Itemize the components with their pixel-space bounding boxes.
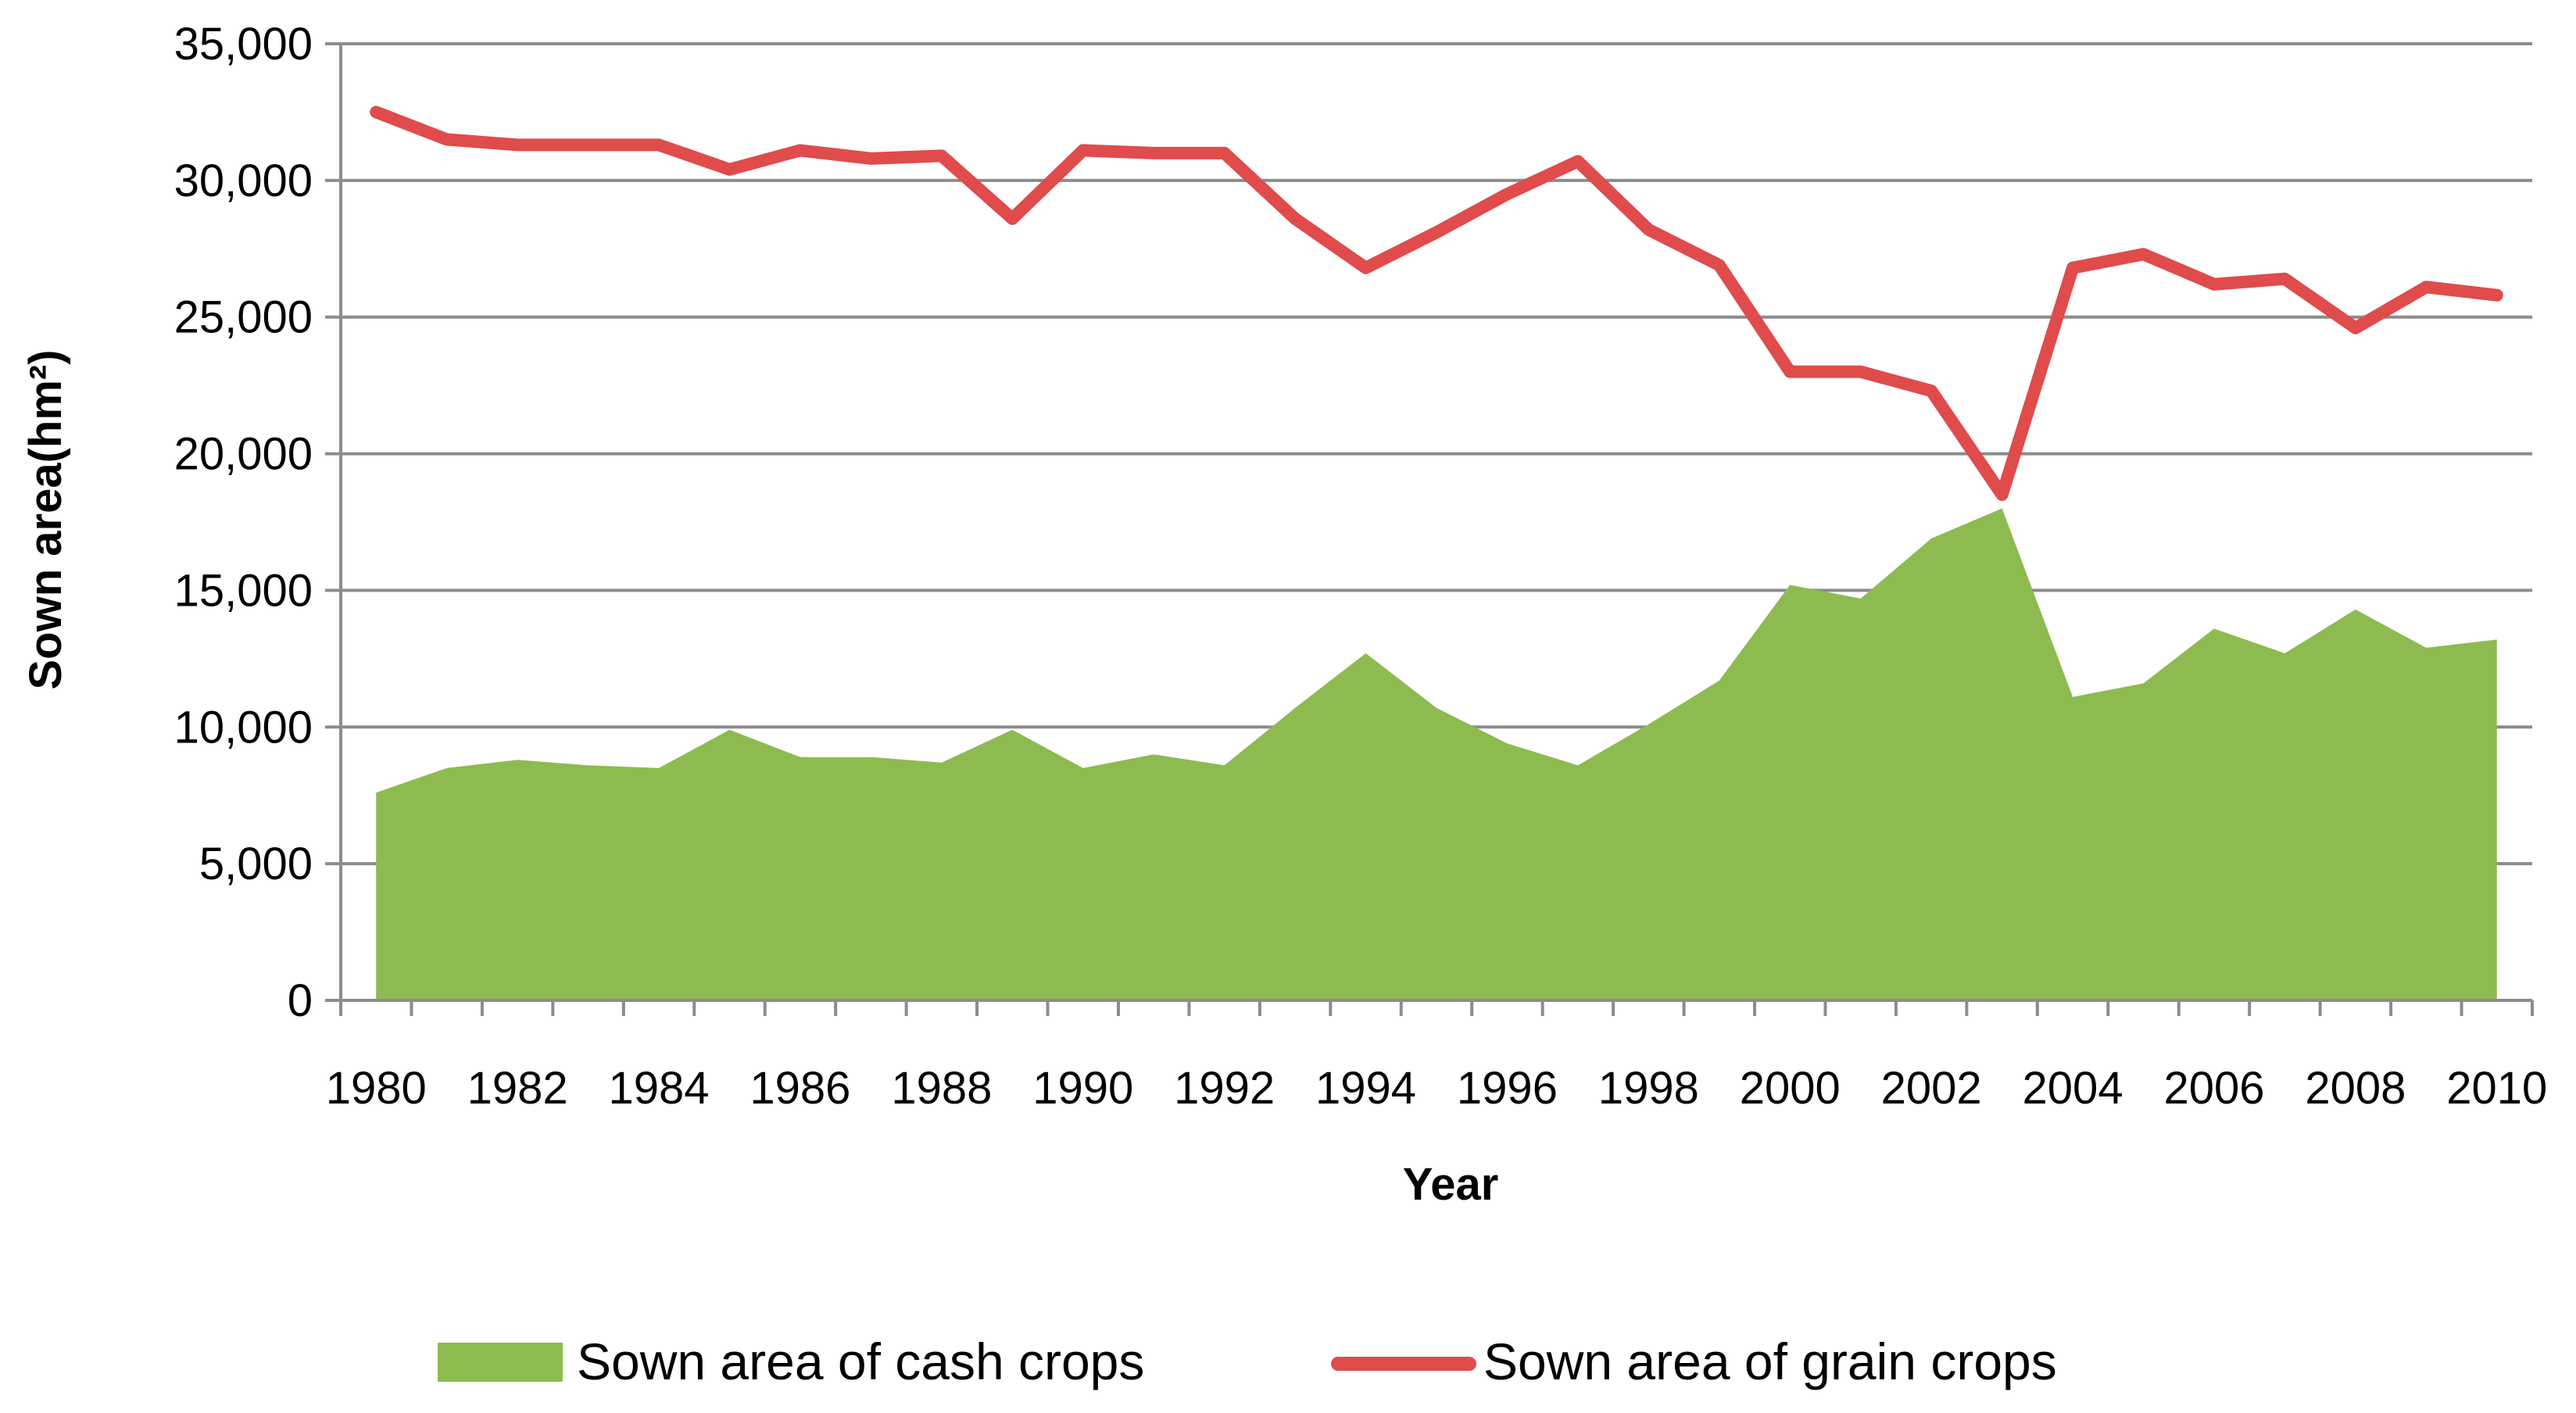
legend-label-grain-crops: Sown area of grain crops: [1483, 1333, 2057, 1390]
x-tick-label: 1986: [750, 1063, 850, 1114]
y-tick-label: 25,000: [174, 292, 313, 343]
x-tick-label: 2010: [2446, 1063, 2547, 1114]
legend-label-cash-crops: Sown area of cash crops: [577, 1333, 1144, 1390]
axes: [325, 42, 2534, 1016]
y-tick-label: 10,000: [174, 702, 313, 753]
grain-crops-line: [370, 106, 2503, 502]
x-tick-label: 1990: [1032, 1063, 1133, 1114]
cash-crops-area: [376, 508, 2497, 1000]
x-tick-label: 1988: [891, 1063, 992, 1114]
x-tick-label: 2002: [1881, 1063, 1982, 1114]
y-axis-title: Sown area(hm²): [20, 349, 71, 689]
y-tick-labels: 0 5,000 10,000 15,000 20,000 25,000 30,000 35,0…: [174, 19, 313, 1026]
cash-crops-area-layer: [376, 508, 2497, 1000]
y-tick-label: 15,000: [174, 565, 313, 616]
grain-crops-line-layer: [370, 106, 2503, 502]
x-tick-label: 2008: [2305, 1063, 2406, 1114]
gridlines: [341, 42, 2532, 866]
x-tick-label: 1980: [326, 1063, 427, 1114]
y-tick-label: 35,000: [174, 19, 313, 70]
legend: Sown area of cash crops Sown area of gra…: [438, 1333, 2057, 1390]
x-tick-label: 2004: [2023, 1063, 2123, 1114]
x-tick-label: 1992: [1174, 1063, 1275, 1114]
y-tick-label: 0: [288, 975, 313, 1026]
y-tick-label: 5,000: [199, 839, 313, 889]
x-tick-label: 1998: [1598, 1063, 1699, 1114]
x-tick-label: 1994: [1315, 1063, 1416, 1114]
x-tick-label: 2000: [1740, 1063, 1841, 1114]
x-tick-label: 1996: [1457, 1063, 1558, 1114]
legend-swatch-cash-crops: [438, 1343, 563, 1382]
x-axis-title: Year: [1403, 1159, 1499, 1210]
x-tick-label: 1982: [467, 1063, 568, 1114]
y-tick-label: 30,000: [174, 156, 313, 206]
x-tick-labels: 1980 1982 1984 1986 1988 1990 1992 1994 1996 1998…: [326, 1063, 2548, 1114]
y-tick-label: 20,000: [174, 429, 313, 480]
x-tick-label: 2006: [2163, 1063, 2264, 1114]
x-tick-label: 1984: [609, 1063, 710, 1114]
